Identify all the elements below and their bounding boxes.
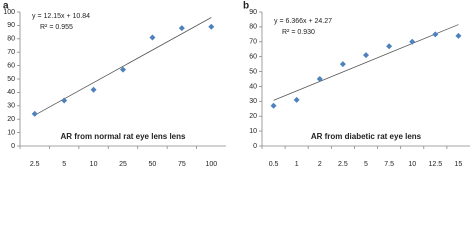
x-tick-label: 75: [178, 161, 186, 168]
point: [432, 31, 439, 38]
trendline: [34, 17, 212, 116]
point: [363, 52, 369, 59]
y-tick-label: 20: [249, 113, 257, 120]
point: [120, 66, 126, 73]
point: [293, 96, 300, 103]
point: [316, 76, 323, 82]
y-tick-label: 100: [3, 9, 15, 16]
x-axis-title: AR from diabetic rat eye lens: [311, 132, 422, 141]
point: [270, 102, 277, 109]
x-tick-label: 15: [455, 161, 463, 168]
x-tick-label: 2: [318, 161, 322, 168]
point: [339, 61, 346, 68]
x-tick-label: 1: [295, 161, 299, 168]
x-tick-label: 2.5: [338, 161, 348, 168]
y-tick-label: 0: [11, 143, 15, 150]
point: [61, 97, 68, 104]
panel-label: b: [243, 1, 249, 12]
y-tick-label: 30: [7, 103, 15, 110]
x-tick-label: 2.5: [30, 161, 40, 168]
y-tick-label: 40: [7, 89, 15, 96]
y-tick-label: 70: [7, 49, 15, 56]
x-tick-label: 7.5: [384, 161, 394, 168]
point: [409, 38, 416, 45]
y-tick-label: 0: [253, 143, 257, 150]
y-tick-label: 30: [249, 98, 257, 105]
x-tick-label: 10: [90, 161, 98, 168]
y-tick-label: 10: [7, 129, 15, 136]
point: [386, 43, 393, 50]
y-tick-label: 90: [7, 22, 15, 29]
point: [31, 110, 38, 117]
trend-r2: R² = 0.955: [40, 24, 73, 31]
y-tick-label: 90: [249, 9, 257, 16]
x-tick-label: 5: [62, 161, 66, 168]
point: [149, 34, 156, 41]
y-tick-label: 80: [7, 36, 15, 43]
point: [208, 23, 215, 30]
trend-equation: y = 6.366x + 24.27: [274, 18, 332, 25]
point: [90, 86, 97, 93]
y-tick-label: 80: [249, 24, 257, 31]
y-tick-label: 10: [249, 128, 257, 135]
x-tick-label: 10: [408, 161, 416, 168]
panel-label: a: [3, 1, 9, 12]
y-tick-label: 20: [7, 116, 15, 123]
y-tick-label: 40: [249, 83, 257, 90]
y-tick-label: 70: [249, 39, 257, 46]
x-tick-label: 12.5: [429, 161, 443, 168]
trend-r2: R² = 0.930: [282, 29, 315, 36]
x-axis-title: AR from normal rat eye lens lens: [61, 132, 186, 141]
x-tick-label: 5: [364, 161, 368, 168]
y-tick-label: 60: [7, 62, 15, 69]
x-tick-label: 25: [119, 161, 127, 168]
x-tick-label: 0.5: [269, 161, 279, 168]
y-tick-label: 50: [7, 76, 15, 83]
point: [178, 25, 185, 32]
y-tick-label: 60: [249, 54, 257, 61]
x-tick-label: 100: [205, 161, 217, 168]
trendline: [273, 24, 459, 101]
point: [455, 32, 462, 39]
y-tick-label: 50: [249, 68, 257, 75]
trend-equation: y = 12.15x + 10.84: [32, 13, 90, 20]
x-tick-label: 50: [149, 161, 157, 168]
